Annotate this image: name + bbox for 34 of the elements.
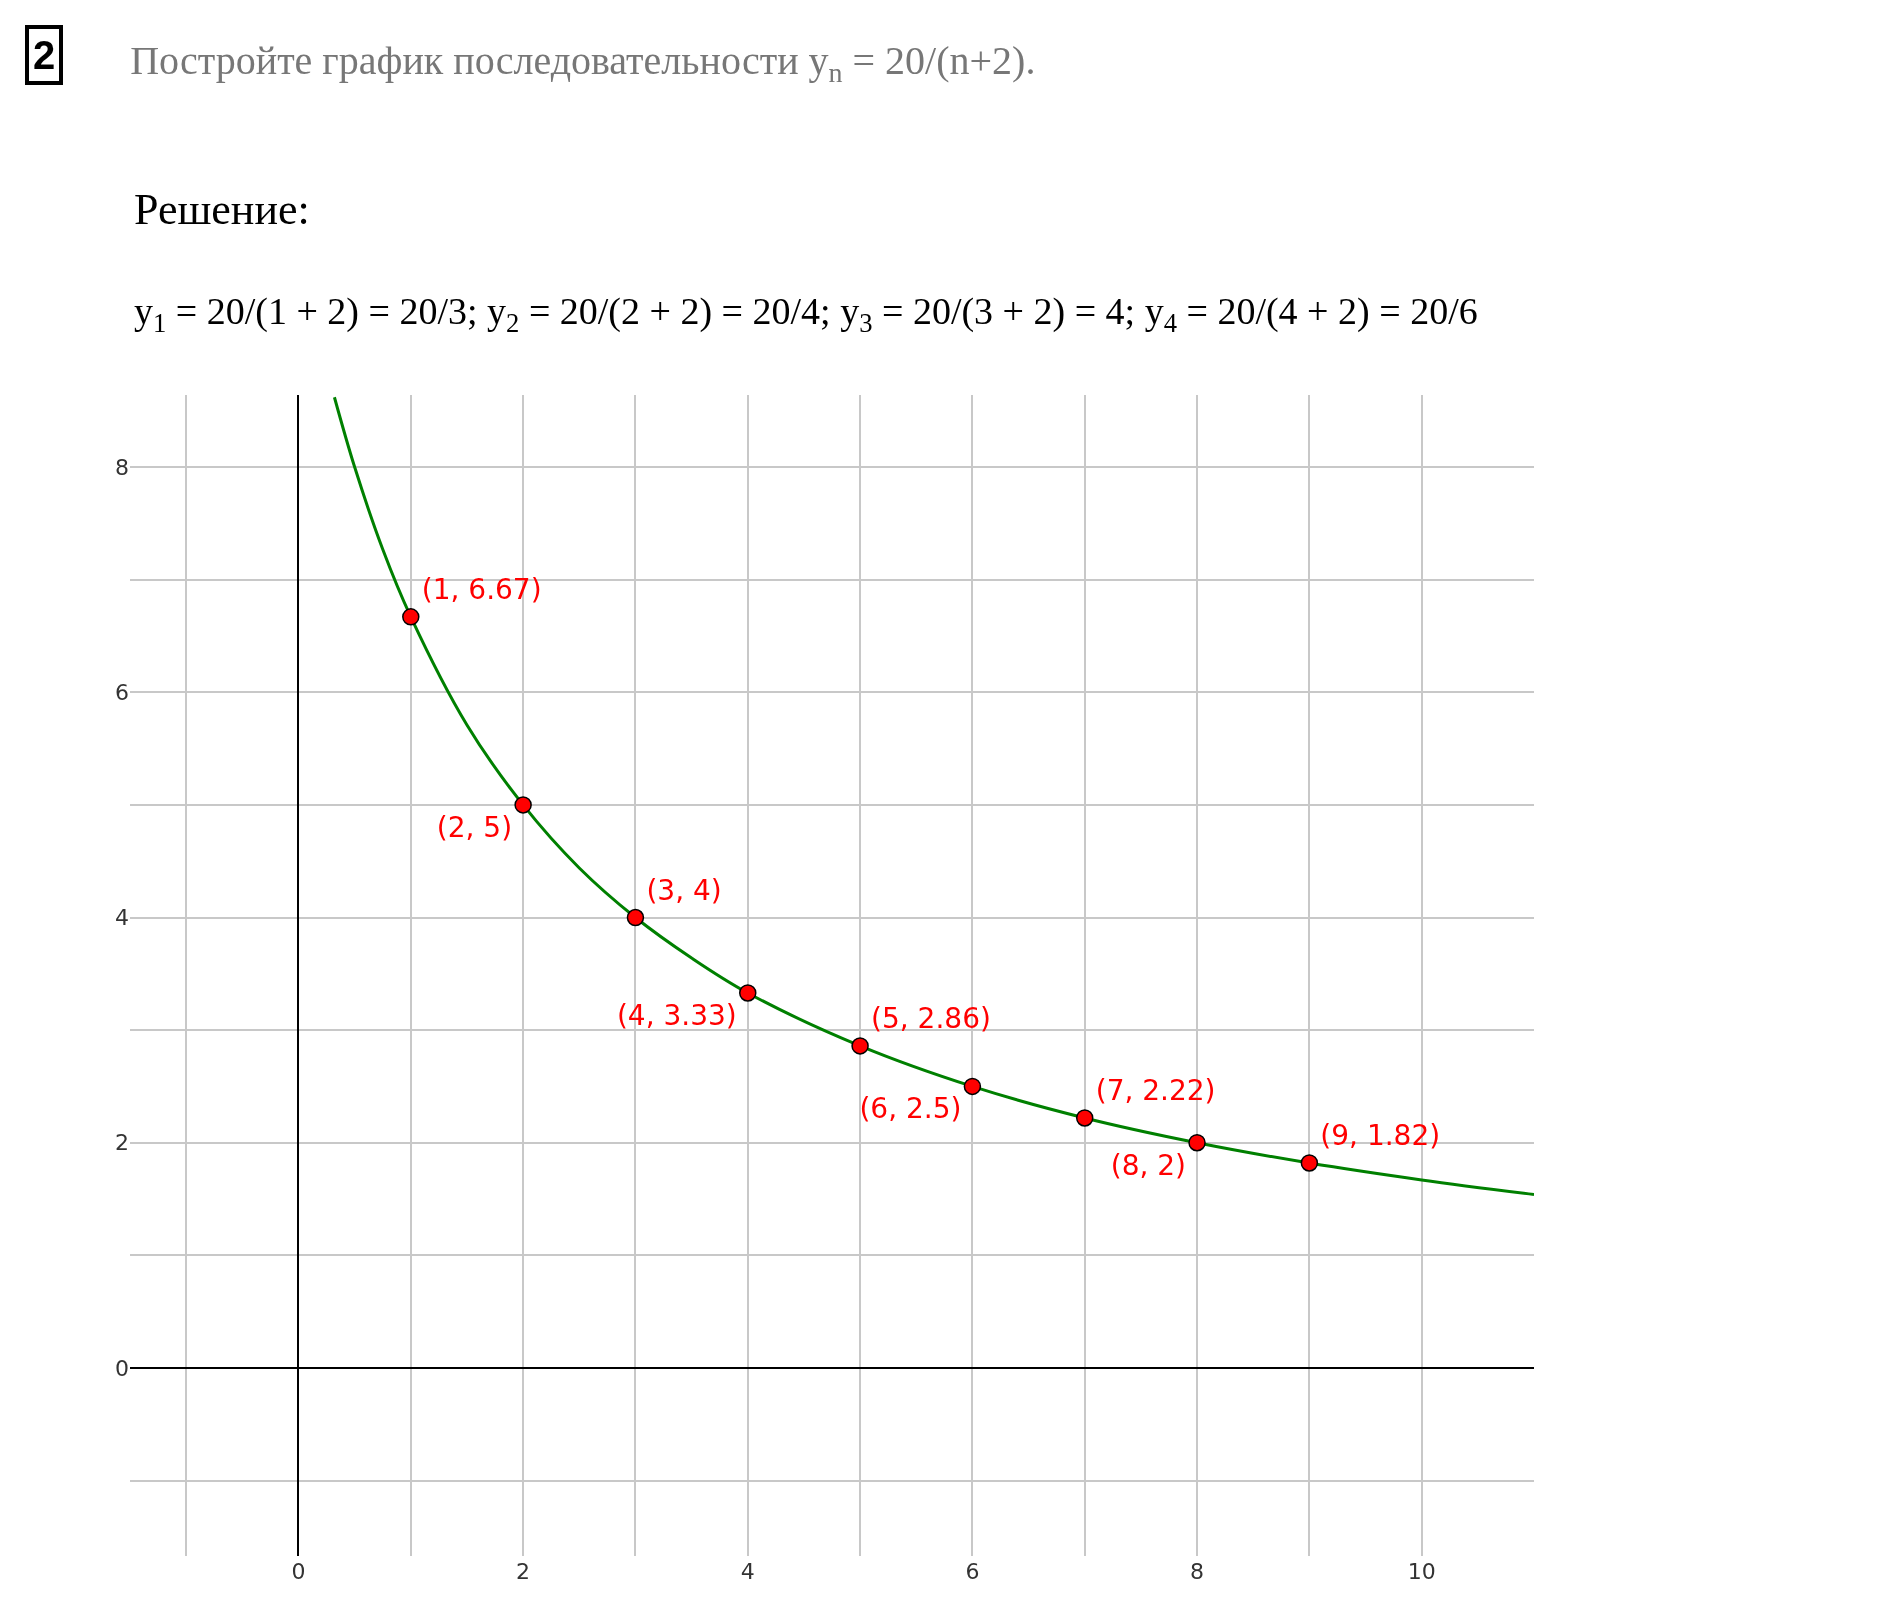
data-label: (2, 5) [436, 810, 513, 844]
text: Решение: [134, 185, 310, 234]
point [739, 984, 757, 1002]
data-label: (9, 1.82) [1320, 1118, 1441, 1152]
data-label: (5, 2.86) [871, 1001, 991, 1035]
text: 2 [33, 33, 56, 77]
x-tick-label: 8 [1190, 1559, 1205, 1584]
point [1188, 1133, 1206, 1152]
point [963, 1077, 982, 1096]
y-tick-label: 2 [115, 1130, 129, 1156]
point [1300, 1154, 1319, 1172]
x-tick-label: 2 [516, 1559, 531, 1584]
data-label: (6, 2.5) [859, 1092, 962, 1126]
point [626, 908, 645, 927]
point [1075, 1109, 1094, 1127]
data-label: (4, 3.33) [616, 998, 737, 1032]
data-label: (3, 4) [646, 873, 722, 907]
data-label: (7, 2.22) [1095, 1073, 1216, 1107]
y-tick-label: 4 [115, 905, 129, 931]
point [514, 796, 532, 814]
chart-title: Постройте график последовательности y$_{n}$ = 20/(n+2). [130, 37, 1036, 89]
y-tick-label: 8 [115, 454, 129, 480]
point [402, 608, 420, 626]
y-tick-label: 0 [115, 1355, 129, 1381]
point [851, 1037, 869, 1055]
x-tick-label: 6 [965, 1559, 980, 1584]
x-tick-label: 4 [740, 1559, 755, 1584]
y-tick-label: 6 [115, 679, 129, 705]
text: 2 [506, 307, 520, 338]
x-tick-label: 0 [291, 1559, 306, 1584]
data-label: (8, 2) [1110, 1148, 1187, 1182]
data-label: (1, 6.67) [421, 572, 542, 606]
line-series [332, 395, 1534, 1197]
x-tick-label: 10 [1407, 1559, 1436, 1584]
